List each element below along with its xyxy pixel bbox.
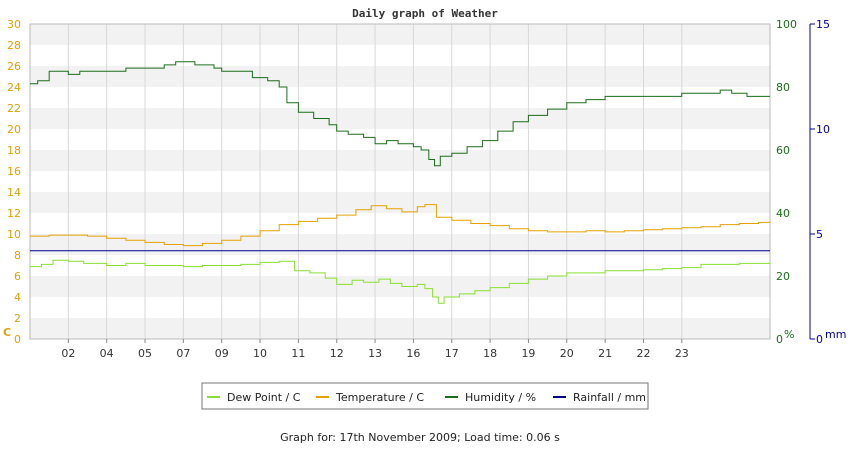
humidity-axis: 0 20 40 60 80 100%	[776, 18, 797, 346]
left-tick-label: 12	[7, 207, 21, 220]
x-tick-label: 05	[138, 347, 152, 360]
grid-band	[30, 192, 770, 213]
left-tick-label: 30	[7, 18, 21, 31]
left-axis-unit: C	[3, 326, 11, 339]
left-tick-label: 8	[14, 249, 21, 262]
chart-title: Daily graph of Weather	[352, 7, 498, 20]
x-tick-label: 22	[636, 347, 650, 360]
grid-band	[30, 129, 770, 150]
legend: Dew Point / C Temperature / C Humidity / %…	[201, 382, 649, 410]
humidity-tick-label: 100	[776, 18, 797, 31]
legend-label: Rainfall / mm	[573, 391, 646, 404]
plot-border	[29, 23, 771, 340]
humidity-tick-label: 80	[776, 81, 790, 94]
x-tick-label: 10	[253, 347, 267, 360]
left-tick-label: 10	[7, 228, 21, 241]
left-tick-label: 24	[7, 81, 21, 94]
humidity-tick-label: 60	[776, 144, 790, 157]
left-tick-label: 6	[14, 270, 21, 283]
x-tick-label: 04	[100, 347, 114, 360]
x-tick-label: 07	[176, 347, 190, 360]
legend-label: Temperature / C	[335, 391, 424, 404]
rainfall-axis-unit: mm	[825, 328, 846, 341]
grid-band	[30, 234, 770, 255]
grid-band	[30, 276, 770, 297]
grid-band	[30, 213, 770, 234]
grid-band	[30, 255, 770, 276]
left-tick-label: 2	[14, 312, 21, 325]
grid-band	[30, 108, 770, 129]
series-line-temperature	[30, 204, 771, 247]
grid-band	[30, 45, 770, 66]
left-tick-label: 0	[14, 333, 21, 346]
humidity-axis-unit: %	[784, 328, 794, 341]
x-tick-label: 17	[445, 347, 459, 360]
grid-band	[30, 150, 770, 171]
x-tick-label: 12	[330, 347, 344, 360]
x-tick-label: 11	[291, 347, 305, 360]
grid-bands	[30, 24, 770, 339]
series-lines	[30, 61, 771, 304]
x-tick-label: 02	[61, 347, 75, 360]
rainfall-tick-label: 5	[816, 228, 823, 241]
x-tick-label: 13	[368, 347, 382, 360]
left-tick-label: 14	[7, 186, 21, 199]
grid-band	[30, 87, 770, 108]
left-tick-label: 16	[7, 165, 21, 178]
left-tick-label: 4	[14, 291, 21, 304]
rainfall-axis: 0 5 10 15 mm	[809, 18, 846, 346]
legend-label: Humidity / %	[465, 391, 536, 404]
grid-band	[30, 318, 770, 339]
left-tick-label: 26	[7, 60, 21, 73]
grid-vertical	[67, 24, 683, 339]
rainfall-tick-label: 15	[816, 18, 830, 31]
left-tick-label: 18	[7, 144, 21, 157]
grid-band	[30, 297, 770, 318]
humidity-tick-label: 20	[776, 270, 790, 283]
rainfall-tick-label: 10	[816, 123, 830, 136]
humidity-tick-label: 0	[776, 333, 783, 346]
legend-label: Dew Point / C	[227, 391, 301, 404]
series-line-dew	[30, 259, 771, 304]
x-tick-label: 16	[406, 347, 420, 360]
legend-box	[201, 382, 649, 410]
grid-band	[30, 171, 770, 192]
x-tick-label: 18	[483, 347, 497, 360]
left-tick-label: 28	[7, 39, 21, 52]
grid-band	[30, 66, 770, 87]
x-axis: 02 04 05 07 09 10 11 12 13 16 17 18 19 20 21 22 23	[61, 339, 689, 360]
series-line-humidity	[30, 61, 770, 167]
x-tick-label: 23	[675, 347, 689, 360]
rainfall-tick-label: 0	[816, 333, 823, 346]
x-tick-label: 09	[215, 347, 229, 360]
x-tick-label: 19	[521, 347, 535, 360]
grid-band	[30, 24, 770, 45]
left-tick-label: 20	[7, 123, 21, 136]
footer-text: Graph for: 17th November 2009; Load time…	[280, 431, 560, 444]
plot-frame	[29, 23, 771, 340]
humidity-tick-label: 40	[776, 207, 790, 220]
x-tick-label: 20	[560, 347, 574, 360]
x-tick-label: 21	[598, 347, 612, 360]
left-tick-label: 22	[7, 102, 21, 115]
